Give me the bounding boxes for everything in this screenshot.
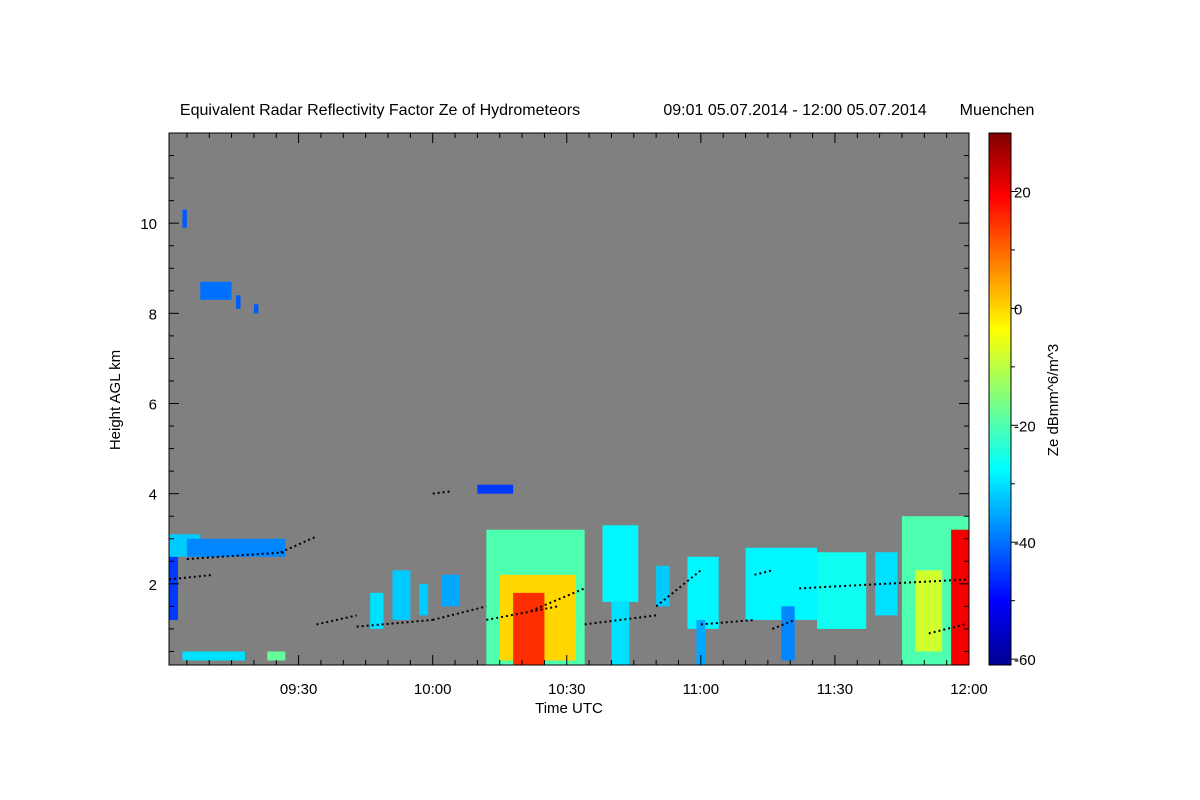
y-tick-label: 2: [149, 577, 157, 594]
echo-region: [182, 209, 187, 228]
y-axis: 2 4 6 8 10: [140, 155, 969, 652]
cloud-base-trace: [186, 551, 286, 561]
echo-region: [696, 619, 706, 665]
cloud-base-trace: [928, 623, 965, 635]
y-axis-label: Height AGL km: [107, 350, 124, 450]
cloud-base-trace: [280, 535, 317, 554]
echo-region: [186, 538, 286, 557]
cloud-base-layer: [169, 490, 969, 635]
x-tick-label: 11:00: [683, 681, 719, 698]
x-tick-label: 11:30: [817, 681, 853, 698]
echo-region: [370, 592, 384, 629]
y-tick-label: 6: [149, 397, 157, 414]
colorbar-tick-label: -40: [1014, 535, 1036, 552]
echo-region: [513, 592, 545, 665]
cloud-base-trace: [316, 614, 357, 626]
x-tick-label: 10:00: [414, 681, 452, 698]
echo-region: [441, 574, 460, 607]
cloud-base-trace: [700, 618, 755, 626]
echo-region: [200, 281, 232, 300]
echo-region: [656, 565, 670, 607]
echo-region: [236, 295, 241, 309]
cloud-base-trace: [799, 578, 969, 590]
echo-region: [951, 529, 969, 665]
echo-region: [817, 552, 867, 629]
echo-region: [875, 552, 898, 616]
cloud-base-trace: [486, 605, 559, 621]
echo-region: [915, 570, 943, 652]
colorbar-tick-label: -60: [1014, 652, 1036, 669]
echo-region: [267, 651, 286, 661]
x-axis: 09:30 10:00 10:30 11:00 11:30 12:00: [186, 133, 988, 698]
cloud-base-trace: [584, 614, 657, 626]
chart-time-range: 09:01 05.07.2014 - 12:00 05.07.2014: [663, 102, 926, 119]
y-tick-label: 10: [140, 216, 157, 233]
cloud-base-trace: [771, 618, 796, 630]
chart-title: Equivalent Radar Reflectivity Factor Ze …: [180, 102, 580, 119]
colorbar-tick-label: 0: [1014, 301, 1022, 318]
echo-region: [477, 484, 514, 494]
cloud-base-trace: [432, 605, 487, 621]
colorbar: [988, 132, 1012, 666]
echo-region: [781, 606, 795, 661]
cloud-base-trace: [754, 569, 773, 576]
x-tick-label: 12:00: [950, 681, 988, 698]
echo-region: [419, 583, 429, 616]
cloud-base-trace: [432, 490, 451, 495]
colorbar-axis: 20 0 -20 -40 -60: [1011, 184, 1036, 669]
echo-region: [182, 651, 245, 661]
x-axis-label: Time UTC: [535, 700, 603, 717]
x-tick-label: 09:30: [280, 681, 318, 698]
x-tick-label: 10:30: [548, 681, 586, 698]
colorbar-label: Ze dBmm^6/m^3: [1045, 344, 1062, 456]
echo-layer: [169, 209, 969, 665]
echo-region: [392, 570, 411, 620]
echo-region: [253, 304, 259, 314]
colorbar-tick-label: 20: [1014, 184, 1031, 201]
chart-location: Muenchen: [960, 102, 1035, 119]
echo-region: [611, 601, 630, 665]
y-tick-label: 4: [149, 487, 157, 504]
echo-region: [687, 556, 719, 629]
y-tick-label: 8: [149, 306, 157, 323]
plot-frame: [168, 132, 970, 666]
colorbar-tick-label: -20: [1014, 418, 1036, 435]
echo-region: [602, 525, 639, 602]
